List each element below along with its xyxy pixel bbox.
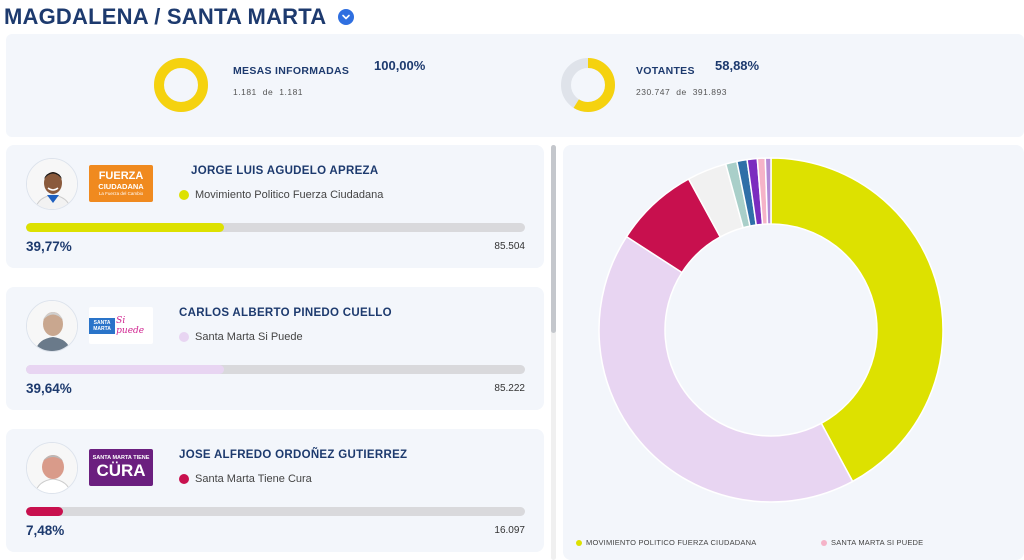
logo-line2: CÜRA — [96, 461, 146, 480]
logo-line3: La Fuerza del Cambio — [98, 190, 144, 196]
candidate-card[interactable]: SANTA MARTA Si puede CARLOS ALBERTO PINE… — [6, 287, 544, 410]
logo-line1: FUERZA — [98, 169, 144, 182]
vote-bar-fill — [26, 507, 64, 516]
stat-mesas-percent: 100,00% — [374, 58, 426, 73]
legend-color-dot — [576, 539, 582, 546]
stat-votantes-label: VOTANTES — [636, 65, 695, 77]
candidate-votes: 85.222 — [494, 383, 525, 394]
logo-line2: Si puede — [116, 315, 145, 336]
donut-slice-1[interactable] — [598, 235, 854, 503]
candidate-card[interactable]: FUERZA CIUDADANA La Fuerza del Cambio JO… — [6, 145, 544, 268]
votantes-progress-ring — [561, 58, 615, 112]
results-chart-panel: MOVIMIENTO POLITICO FUERZA CIUDADANA SAN… — [563, 145, 1024, 560]
party-name: Movimiento Politico Fuerza Ciudadana — [195, 189, 384, 201]
stat-mesas-label: MESAS INFORMADAS — [233, 65, 350, 77]
donut-slice-8[interactable] — [764, 157, 772, 225]
page-title: MAGDALENA / SANTA MARTA — [4, 4, 327, 29]
legend-item[interactable]: SANTA MARTA SI PUEDE — [821, 538, 923, 547]
party-logo: SANTA MARTA Si puede — [89, 307, 153, 344]
vote-bar-fill — [26, 365, 224, 374]
candidate-party: Movimiento Politico Fuerza Ciudadana — [179, 189, 383, 201]
party-color-dot — [179, 332, 189, 342]
stat-votantes-count: 230.747 de 391.893 — [636, 87, 727, 97]
legend-label: MOVIMIENTO POLITICO FUERZA CIUDADANA — [586, 538, 757, 547]
mesas-progress-ring — [154, 58, 208, 112]
candidate-votes: 16.097 — [494, 525, 525, 536]
party-name: Santa Marta Si Puede — [195, 331, 303, 343]
votantes-of: de — [676, 87, 687, 97]
mesas-total: 1.181 — [279, 87, 304, 97]
candidate-list-scrollbar[interactable] — [551, 145, 556, 560]
party-logo: FUERZA CIUDADANA La Fuerza del Cambio — [89, 165, 153, 202]
location-dropdown-toggle[interactable] — [338, 9, 355, 25]
candidate-list: FUERZA CIUDADANA La Fuerza del Cambio JO… — [6, 145, 544, 560]
donut-slice-0[interactable] — [770, 157, 944, 483]
candidate-photo-icon — [27, 159, 77, 209]
legend-color-dot — [821, 539, 827, 546]
party-color-dot — [179, 190, 189, 200]
party-color-dot — [179, 474, 189, 484]
logo-line2: CIUDADANA — [98, 181, 144, 191]
vote-bar — [26, 223, 525, 232]
logo-line1: SANTA MARTA TIENE — [92, 455, 150, 461]
stat-mesas-count: 1.181 de 1.181 — [233, 87, 303, 97]
candidate-party: Santa Marta Tiene Cura — [179, 473, 312, 485]
logo-line1: SANTA MARTA — [89, 317, 116, 334]
vote-bar — [26, 507, 525, 516]
legend-item[interactable]: MOVIMIENTO POLITICO FUERZA CIUDADANA — [576, 538, 756, 547]
candidate-percent: 7,48% — [26, 523, 65, 538]
candidate-percent: 39,64% — [26, 381, 72, 396]
legend-label: SANTA MARTA SI PUEDE — [831, 538, 924, 547]
candidate-percent: 39,77% — [26, 239, 72, 254]
stat-mesas: MESAS INFORMADAS 100,00% 1.181 de 1.181 — [152, 34, 482, 137]
stat-votantes-percent: 58,88% — [715, 58, 760, 73]
candidate-party: Santa Marta Si Puede — [179, 331, 303, 343]
chevron-down-icon — [342, 14, 351, 20]
candidate-photo-icon — [27, 301, 77, 351]
stat-votantes: VOTANTES 58,88% 230.747 de 391.893 — [559, 34, 889, 137]
avatar — [26, 442, 78, 494]
vote-bar-fill — [26, 223, 225, 232]
results-donut-chart — [598, 157, 944, 503]
scrollbar-thumb[interactable] — [551, 145, 556, 333]
candidate-name: JOSE ALFREDO ORDOÑEZ GUTIERREZ — [179, 449, 408, 461]
candidate-name: JORGE LUIS AGUDELO APREZA — [191, 165, 379, 177]
mesas-of: de — [262, 87, 274, 97]
votantes-total: 391.893 — [692, 87, 727, 97]
mesas-progress-fill — [154, 58, 208, 112]
candidate-votes: 85.504 — [494, 241, 525, 252]
avatar — [26, 300, 78, 352]
votantes-progress-fill — [561, 58, 615, 112]
avatar — [26, 158, 78, 210]
candidate-card[interactable]: SANTA MARTA TIENE CÜRA JOSE ALFREDO ORDO… — [6, 429, 544, 552]
candidate-name: CARLOS ALBERTO PINEDO CUELLO — [179, 307, 392, 319]
party-logo: SANTA MARTA TIENE CÜRA — [89, 449, 153, 486]
candidate-photo-icon — [27, 443, 77, 493]
page-header: MAGDALENA / SANTA MARTA — [4, 2, 355, 32]
mesas-count: 1.181 — [233, 87, 257, 97]
votantes-count: 230.747 — [636, 87, 671, 97]
party-name: Santa Marta Tiene Cura — [195, 473, 312, 485]
summary-stats: MESAS INFORMADAS 100,00% 1.181 de 1.181 VO… — [6, 34, 1024, 137]
vote-bar — [26, 365, 525, 374]
